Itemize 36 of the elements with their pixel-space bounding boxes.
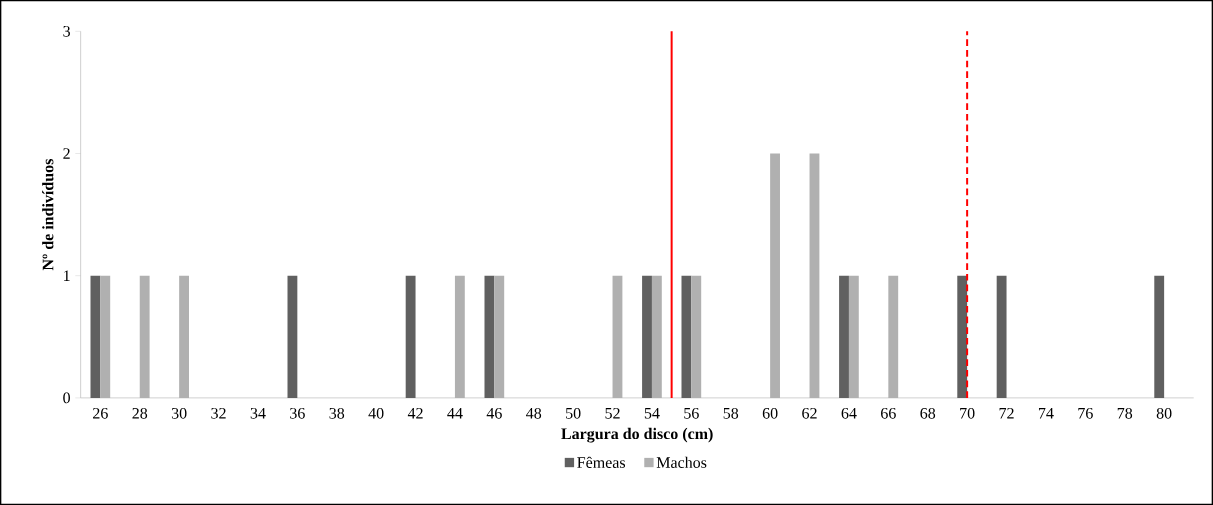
x-tick-label: 26 (93, 407, 108, 419)
legend-label: Fêmeas (577, 456, 626, 468)
y-axis-title: Nº de indivíduos (42, 158, 54, 271)
legend-label: Machos (656, 456, 707, 468)
x-tick-label: 28 (132, 407, 148, 419)
x-tick-label: 70 (960, 407, 975, 419)
y-tick-label: 2 (63, 148, 70, 159)
x-tick-label: 68 (920, 407, 936, 419)
y-tick-label: 3 (63, 25, 70, 37)
x-tick-label: 76 (1078, 407, 1093, 419)
x-tick-label: 64 (841, 407, 857, 419)
x-tick-label: 60 (762, 407, 778, 419)
x-axis-title: Largura do disco (cm) (561, 427, 713, 443)
x-tick-label: 40 (368, 407, 384, 419)
x-tick-label: 52 (605, 407, 620, 419)
y-tick-label: 1 (64, 270, 70, 281)
x-tick-label: 74 (1038, 407, 1054, 419)
x-tick-label: 72 (999, 407, 1014, 419)
x-tick-label: 48 (526, 407, 542, 419)
x-tick-label: 42 (407, 407, 423, 419)
x-tick-label: 36 (290, 407, 305, 419)
x-tick-label: 50 (566, 407, 581, 419)
x-tick-label: 46 (486, 407, 502, 419)
x-tick-label: 32 (211, 407, 226, 419)
x-tick-label: 58 (723, 407, 739, 419)
x-tick-label: 30 (171, 407, 187, 419)
y-tick-label: 0 (63, 392, 70, 404)
x-tick-label: 66 (881, 407, 896, 419)
x-tick-label: 34 (250, 407, 266, 419)
x-tick-label: 54 (644, 407, 660, 419)
x-tick-label: 62 (802, 407, 817, 419)
x-tick-label: 80 (1156, 407, 1172, 419)
x-tick-label: 44 (447, 407, 463, 419)
x-tick-label: 56 (684, 407, 699, 419)
x-tick-label: 78 (1117, 407, 1133, 419)
x-tick-label: 38 (329, 407, 345, 419)
